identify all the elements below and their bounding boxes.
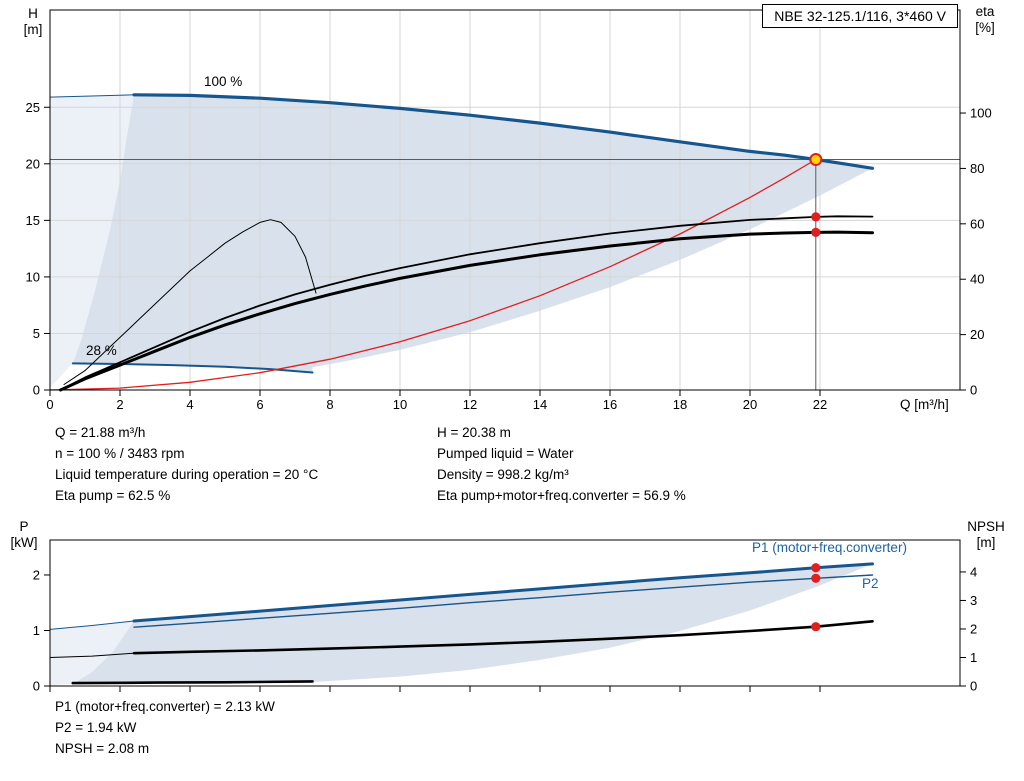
svg-text:1: 1 <box>970 650 977 665</box>
svg-text:80: 80 <box>970 161 984 176</box>
series-p2 <box>133 574 874 628</box>
result-npsh: NPSH = 2.08 m <box>55 741 150 756</box>
svg-text:20: 20 <box>26 156 40 171</box>
svg-text:2: 2 <box>970 621 977 636</box>
svg-text:20: 20 <box>970 327 984 342</box>
result-speed: n = 100 % / 3483 rpm <box>55 446 185 461</box>
result-pumped-liquid: Pumped liquid = Water <box>437 446 574 461</box>
power-results: P1 (motor+freq.converter) = 2.13 kW P2 =… <box>55 696 275 759</box>
svg-text:12: 12 <box>463 397 477 412</box>
p1-curve-label: P1 (motor+freq.converter) <box>752 540 907 555</box>
plot-frame <box>49 539 961 687</box>
curve-value-marker <box>811 212 821 222</box>
duty-results-right: H = 20.38 m Pumped liquid = Water Densit… <box>437 422 686 506</box>
h-axis-symbol: H <box>28 6 38 21</box>
result-eta-pump: Eta pump = 62.5 % <box>55 488 171 503</box>
svg-text:2: 2 <box>116 397 123 412</box>
svg-text:60: 60 <box>970 216 984 231</box>
svg-text:22: 22 <box>813 397 827 412</box>
curve-value-marker <box>811 563 821 573</box>
series-eta-pump <box>59 215 874 391</box>
head-efficiency-chart: 0 2 4 6 8 10 12 14 16 18 20 22 0 5 10 15 20 25 0 20 40 60 80 10… <box>26 9 992 412</box>
curve-value-marker <box>811 573 821 583</box>
p-axis-label: P [kW] <box>4 519 44 551</box>
p-axis-unit: [kW] <box>10 535 38 550</box>
duty-point-marker <box>809 153 823 167</box>
npsh-axis-label: NPSH [m] <box>958 519 1014 551</box>
svg-text:0: 0 <box>33 383 40 398</box>
eta-axis-unit: [%] <box>975 20 995 35</box>
p2-curve-label: P2 <box>862 576 879 591</box>
series-p1-motor-freq-converter <box>132 562 874 623</box>
result-liquid-temperature: Liquid temperature during operation = 20… <box>55 467 319 482</box>
svg-text:18: 18 <box>673 397 687 412</box>
q-axis-label: Q [m³/h] <box>900 397 949 412</box>
result-density: Density = 998.2 kg/m³ <box>437 467 569 482</box>
svg-text:2: 2 <box>33 567 40 582</box>
series-npsh <box>132 620 874 655</box>
result-p2: P2 = 1.94 kW <box>55 720 137 735</box>
svg-text:0: 0 <box>33 679 40 694</box>
result-eta-total: Eta pump+motor+freq.converter = 56.9 % <box>437 488 686 503</box>
series-system-curve <box>49 158 817 391</box>
region-power-envelope <box>72 563 873 684</box>
result-p1: P1 (motor+freq.converter) = 2.13 kW <box>55 699 275 714</box>
eta-axis-symbol: eta <box>975 4 995 19</box>
svg-text:8: 8 <box>326 397 333 412</box>
curve-value-marker <box>811 622 821 632</box>
svg-text:16: 16 <box>603 397 617 412</box>
h-axis-unit: [m] <box>23 22 43 37</box>
series-p1-low-flow <box>49 620 135 630</box>
svg-text:20: 20 <box>743 397 757 412</box>
svg-text:1: 1 <box>33 623 40 638</box>
svg-text:0: 0 <box>46 397 53 412</box>
series-npsh-min-speed <box>71 680 314 685</box>
svg-text:5: 5 <box>33 326 40 341</box>
eta-axis-label: eta [%] <box>964 4 1006 36</box>
svg-text:25: 25 <box>26 100 40 115</box>
result-flow: Q = 21.88 m³/h <box>55 425 146 440</box>
series-eta-reduced-speed <box>63 219 317 385</box>
p-axis-symbol: P <box>19 519 29 534</box>
series-pump-curve-100pct-low-flow <box>49 94 135 98</box>
svg-text:0: 0 <box>970 679 977 694</box>
svg-text:10: 10 <box>393 397 407 412</box>
svg-text:100: 100 <box>970 106 992 121</box>
svg-text:15: 15 <box>26 213 40 228</box>
region-envelope-low-flow <box>50 94 134 388</box>
svg-text:4: 4 <box>186 397 193 412</box>
speed-100-label: 100 % <box>204 74 243 89</box>
series-eta-pump-motor-freq <box>59 230 874 392</box>
head-axis-label: H [m] <box>16 6 50 38</box>
svg-text:10: 10 <box>26 269 40 284</box>
svg-text:3: 3 <box>970 593 977 608</box>
curve-value-marker <box>811 227 821 238</box>
result-head: H = 20.38 m <box>437 425 511 440</box>
svg-text:0: 0 <box>970 383 977 398</box>
svg-text:4: 4 <box>970 564 977 579</box>
speed-28-label: 28 % <box>86 343 117 358</box>
plot-frame <box>49 9 961 391</box>
power-npsh-chart: 0 1 2 0 1 2 3 4 <box>33 539 977 694</box>
svg-text:14: 14 <box>533 397 547 412</box>
region-power-envelope-low-flow <box>50 621 134 686</box>
npsh-axis-unit: [m] <box>976 535 996 550</box>
npsh-axis-symbol: NPSH <box>967 519 1005 534</box>
series-npsh-low-flow <box>49 652 135 658</box>
duty-results-left: Q = 21.88 m³/h n = 100 % / 3483 rpm Liqu… <box>55 422 318 506</box>
pump-model-box: NBE 32-125.1/116, 3*460 V <box>762 4 958 28</box>
svg-text:6: 6 <box>256 397 263 412</box>
svg-text:40: 40 <box>970 272 984 287</box>
